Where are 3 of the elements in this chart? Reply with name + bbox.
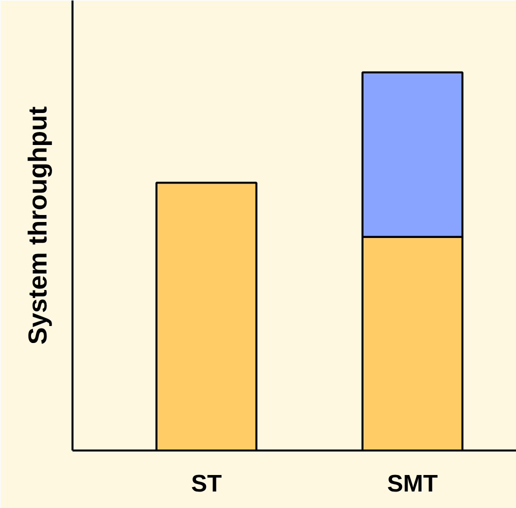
y-axis-title: System throughput (22, 106, 52, 345)
x-tick-label: ST (191, 470, 222, 498)
x-tick-label: SMT (387, 470, 438, 498)
